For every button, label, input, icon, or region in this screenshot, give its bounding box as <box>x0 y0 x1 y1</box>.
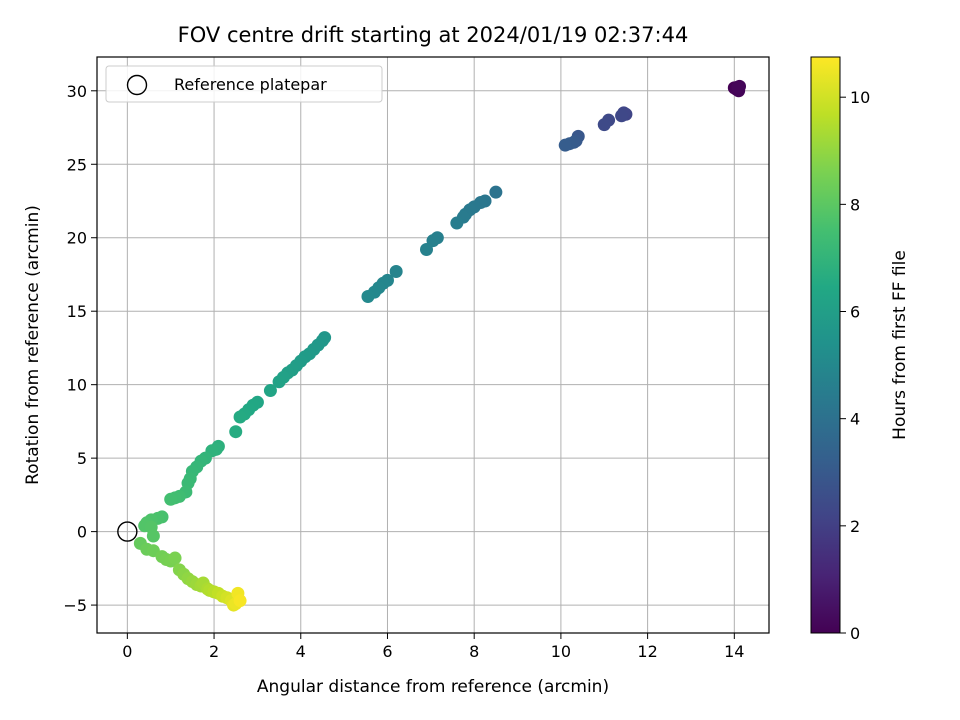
data-point <box>731 80 745 94</box>
x-tick-label: 0 <box>122 642 132 661</box>
colorbar-tick-label: 6 <box>850 303 860 322</box>
data-point <box>164 492 178 506</box>
x-tick-label: 14 <box>724 642 744 661</box>
data-point <box>233 410 247 424</box>
y-tick-label: 10 <box>67 376 87 395</box>
data-point <box>361 290 375 304</box>
colorbar: 0 2 4 6 8 10 Hours from first FF file <box>810 56 910 643</box>
colorbar-gradient <box>810 56 841 634</box>
colorbar-tick-label: 0 <box>850 624 860 643</box>
colorbar-tick-label: 10 <box>850 88 870 107</box>
y-tick-label: 15 <box>67 302 87 321</box>
x-tick-label: 2 <box>209 642 219 661</box>
data-point <box>272 375 286 389</box>
data-point <box>450 216 464 230</box>
y-tick-label: 20 <box>67 229 87 248</box>
data-point <box>146 529 160 543</box>
data-point <box>229 425 243 439</box>
data-point <box>233 594 247 608</box>
y-tick-label: 30 <box>67 82 87 101</box>
reference-point-marker <box>117 521 138 542</box>
y-axis-ticks: −5 0 5 10 15 20 25 30 <box>63 82 97 615</box>
x-tick-label: 8 <box>469 642 479 661</box>
x-tick-label: 6 <box>382 642 392 661</box>
y-tick-label: 0 <box>77 523 87 542</box>
colorbar-tick-label: 2 <box>850 517 860 536</box>
colorbar-ticks: 0 2 4 6 8 10 <box>840 88 870 643</box>
legend-box <box>105 65 383 103</box>
x-axis-label: Angular distance from reference (arcmin) <box>257 677 609 697</box>
colorbar-label: Hours from first FF file <box>890 250 910 440</box>
legend: Reference platepar <box>105 65 383 103</box>
y-tick-label: −5 <box>63 596 87 615</box>
data-point <box>597 118 611 132</box>
y-tick-label: 25 <box>67 155 87 174</box>
y-axis-label: Rotation from reference (arcmin) <box>23 205 43 485</box>
data-points <box>117 79 747 612</box>
data-point <box>419 242 433 256</box>
y-tick-label: 5 <box>77 449 87 468</box>
chart-title: FOV centre drift starting at 2024/01/19 … <box>178 23 689 47</box>
x-axis-ticks: 0 2 4 6 8 10 12 14 <box>122 633 744 661</box>
data-point <box>389 265 403 279</box>
data-point <box>263 384 277 398</box>
x-tick-label: 12 <box>637 642 657 661</box>
data-point <box>489 185 503 199</box>
colorbar-tick-label: 4 <box>850 410 860 429</box>
legend-label: Reference platepar <box>174 75 327 94</box>
legend-marker-open-circle <box>126 74 148 96</box>
colorbar-tick-label: 8 <box>850 195 860 214</box>
data-point <box>168 551 182 565</box>
x-tick-label: 10 <box>551 642 571 661</box>
plot-frame <box>96 56 770 634</box>
data-point <box>615 109 629 123</box>
x-tick-label: 4 <box>296 642 306 661</box>
data-point <box>558 138 572 152</box>
